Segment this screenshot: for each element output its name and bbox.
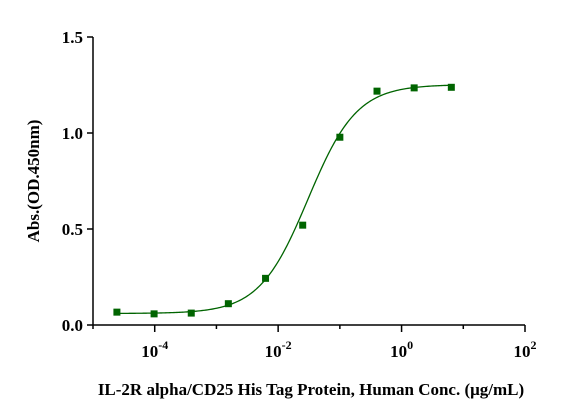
y-tick-label: 0.5 [62, 220, 83, 239]
data-point [262, 274, 270, 282]
axes [92, 37, 525, 326]
x-axis-title: IL-2R alpha/CD25 His Tag Protein, Human … [98, 380, 524, 399]
data-point [113, 308, 121, 316]
y-tick-label: 1.0 [62, 124, 83, 143]
x-ticks: 10-4 10-2 100 102 [92, 325, 537, 361]
data-point [447, 83, 455, 91]
x-tick-label: 100 [390, 338, 413, 361]
data-points [113, 83, 455, 318]
x-tick-label: 102 [514, 338, 537, 361]
data-point [410, 84, 418, 92]
data-point [336, 133, 344, 141]
x-tick-label: 10-2 [265, 338, 292, 361]
y-tick-label: 1.5 [62, 28, 83, 47]
data-point [373, 87, 381, 95]
y-tick-label: 0.0 [62, 316, 83, 335]
data-point [187, 309, 195, 317]
data-point [299, 221, 307, 229]
data-point [224, 300, 232, 308]
x-tick-label: 10-4 [141, 338, 168, 361]
y-axis-title: Abs.(OD.450nm) [24, 120, 43, 243]
y-ticks: 0.0 0.5 1.0 1.5 [62, 28, 93, 335]
data-point [150, 310, 158, 318]
fit-curve [116, 84, 452, 315]
